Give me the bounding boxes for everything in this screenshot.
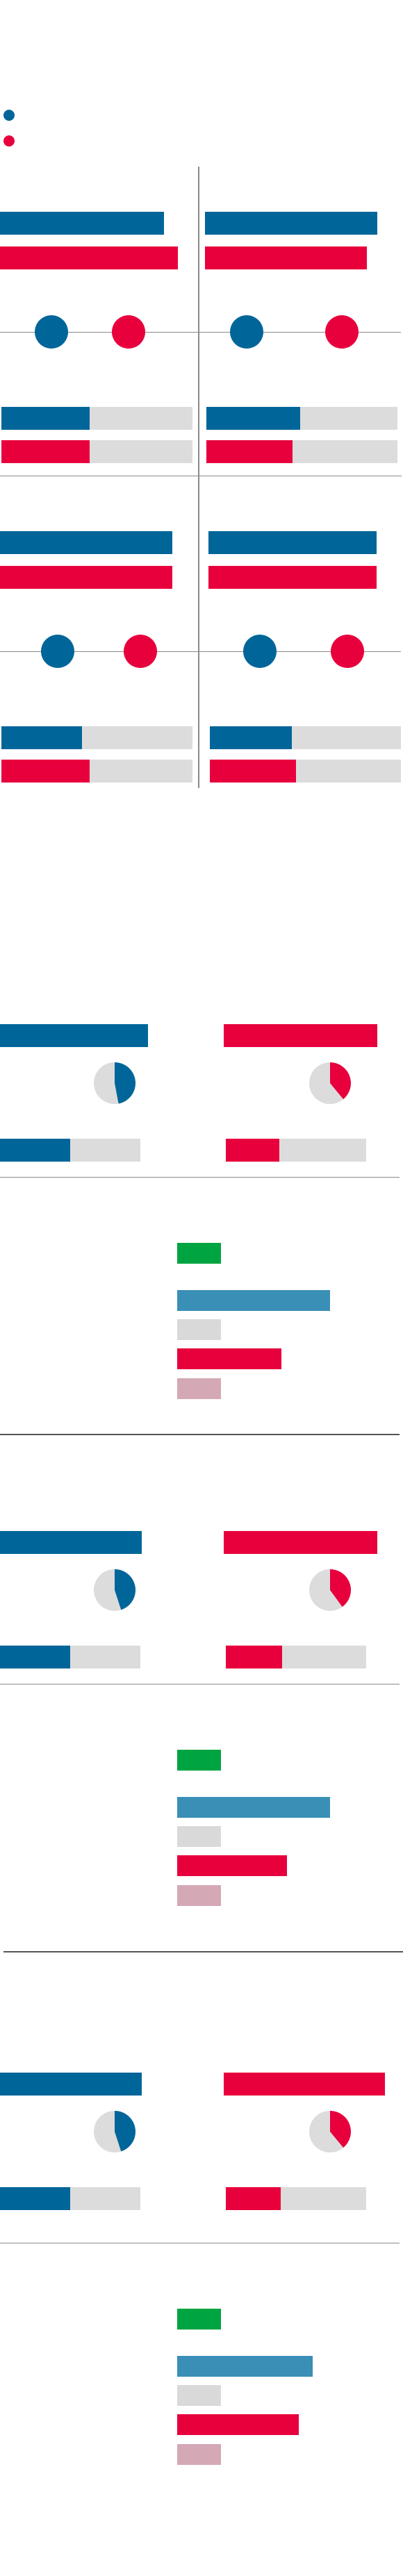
bar-blue xyxy=(205,212,377,235)
breakdown-red xyxy=(177,1348,281,1369)
progress-fill-blue xyxy=(206,407,300,430)
row-progress-fill-blue xyxy=(0,2187,70,2210)
breakdown-gray xyxy=(177,1826,221,1847)
breakdown-pink xyxy=(177,1378,221,1399)
pie-blue-slice xyxy=(115,1062,135,1104)
breakdown-pink xyxy=(177,2444,221,2465)
breakdown-light-blue xyxy=(177,2356,313,2377)
row-progress-fill-blue xyxy=(0,1139,70,1162)
bar-blue xyxy=(208,531,377,554)
dot-blue xyxy=(243,635,277,668)
row-bar-blue xyxy=(0,2073,142,2096)
row-bar-blue xyxy=(0,1531,142,1554)
breakdown-green xyxy=(177,1243,221,1264)
progress-fill-red xyxy=(210,760,296,783)
dot-blue xyxy=(35,315,68,349)
bar-red xyxy=(0,246,178,269)
row-bar-blue xyxy=(0,1024,148,1047)
dot-blue xyxy=(41,635,74,668)
row-progress-fill-red xyxy=(226,1139,279,1162)
row-progress-fill-red xyxy=(226,2187,281,2210)
row-bar-red xyxy=(224,2073,385,2096)
bar-red xyxy=(205,246,367,269)
bar-blue xyxy=(0,212,164,235)
dot-axis xyxy=(199,332,401,333)
legend-dot-red xyxy=(3,135,15,147)
breakdown-light-blue xyxy=(177,1797,330,1818)
legend-dot-blue xyxy=(3,110,15,121)
progress-fill-red xyxy=(1,760,90,783)
dot-red xyxy=(325,315,359,349)
dot-red xyxy=(112,315,145,349)
dot-axis xyxy=(0,332,198,333)
bar-red xyxy=(0,566,172,589)
breakdown-gray xyxy=(177,2385,221,2406)
breakdown-gray xyxy=(177,1319,221,1340)
section-separator xyxy=(0,1434,400,1435)
pie-blue-slice xyxy=(115,2111,135,2152)
pie-red xyxy=(309,2111,351,2152)
row-bar-red xyxy=(224,1531,377,1554)
pie-red-slice xyxy=(330,1569,351,1607)
progress-fill-blue xyxy=(1,407,90,430)
row-bar-red xyxy=(224,1024,377,1047)
pie-blue xyxy=(94,1569,135,1611)
pie-red-slice xyxy=(330,2111,351,2148)
pie-blue xyxy=(94,1062,135,1104)
progress-fill-blue xyxy=(210,726,292,749)
breakdown-green xyxy=(177,1750,221,1771)
bar-red xyxy=(208,566,377,589)
section-separator xyxy=(3,1951,403,1952)
dot-axis xyxy=(0,651,198,652)
breakdown-light-blue xyxy=(177,1290,330,1311)
breakdown-pink xyxy=(177,1885,221,1906)
dot-red xyxy=(331,635,364,668)
progress-fill-red xyxy=(206,440,293,463)
pie-blue xyxy=(94,2111,135,2152)
bar-blue xyxy=(0,531,172,554)
row-progress-fill-red xyxy=(226,1646,282,1668)
pie-red xyxy=(309,1569,351,1611)
section-divider xyxy=(0,1177,400,1178)
row-progress-fill-blue xyxy=(0,1646,70,1668)
progress-fill-red xyxy=(1,440,90,463)
grid-vertical-divider xyxy=(198,167,199,788)
breakdown-red xyxy=(177,2414,299,2435)
pie-red-slice xyxy=(330,1062,351,1100)
dot-axis xyxy=(199,651,401,652)
progress-fill-blue xyxy=(1,726,82,749)
pie-red xyxy=(309,1062,351,1104)
breakdown-red xyxy=(177,1855,287,1876)
breakdown-green xyxy=(177,2309,221,2330)
pie-blue-slice xyxy=(115,1569,135,1610)
dot-blue xyxy=(230,315,263,349)
dot-red xyxy=(124,635,157,668)
